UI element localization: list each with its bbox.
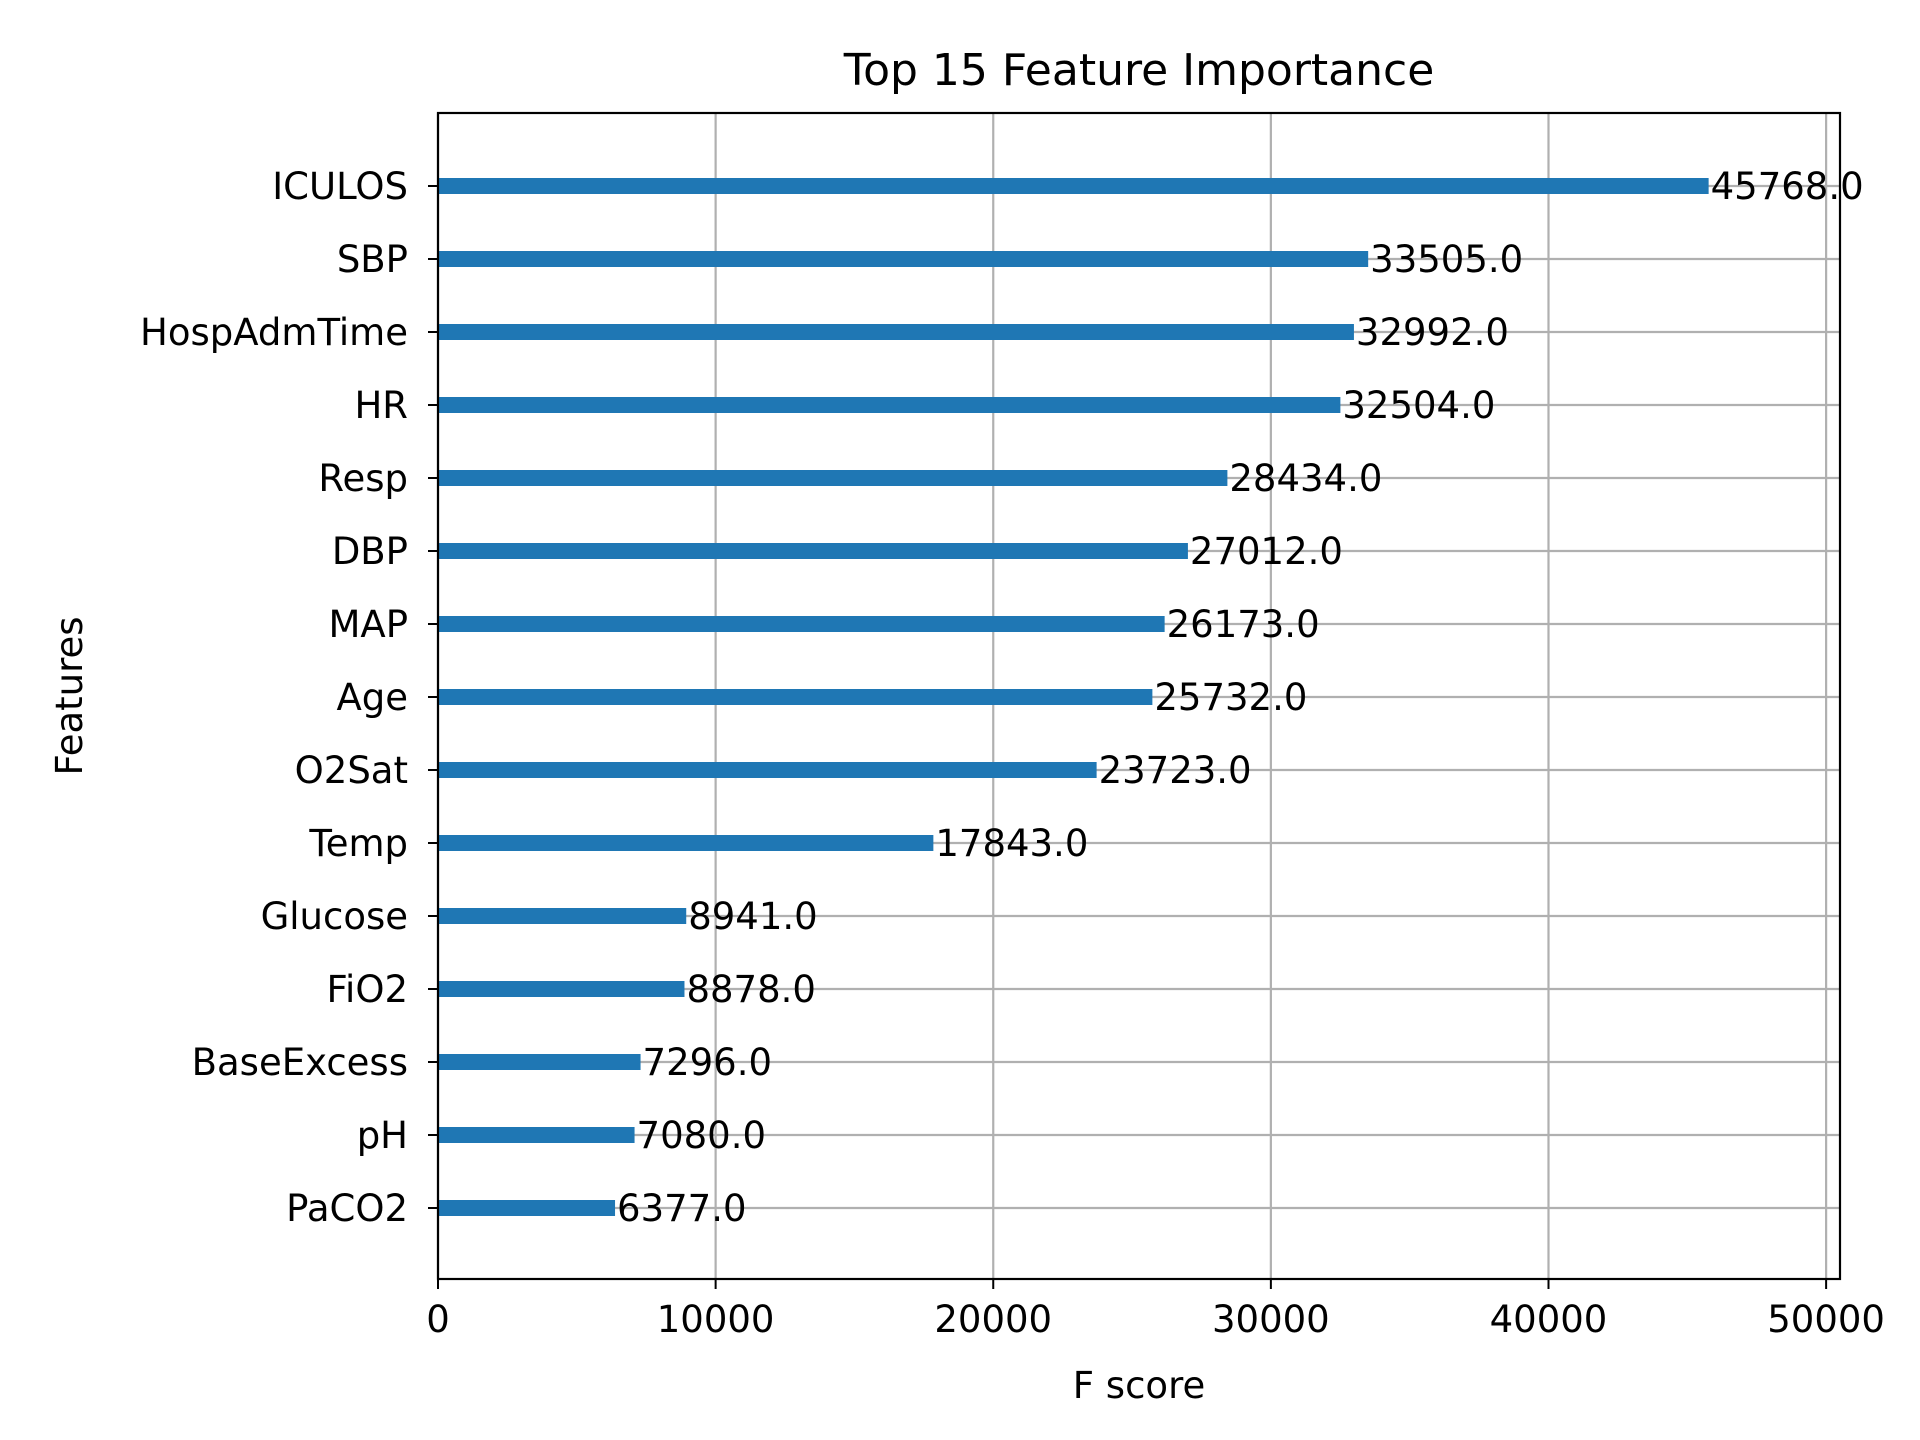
bar-hr <box>438 397 1341 413</box>
value-label: 32504.0 <box>1342 384 1495 427</box>
bar-glucose <box>438 908 687 924</box>
value-label: 23723.0 <box>1099 749 1252 792</box>
y-tick-label: HospAdmTime <box>140 311 408 354</box>
bar-age <box>438 689 1153 705</box>
y-tick-label: BaseExcess <box>192 1041 408 1084</box>
bar-iculos <box>438 178 1709 194</box>
y-tick-label: pH <box>357 1114 408 1157</box>
value-label: 8941.0 <box>688 895 817 938</box>
value-label: 25732.0 <box>1154 676 1307 719</box>
y-tick-label: Resp <box>318 457 408 500</box>
x-tick-label: 50000 <box>1767 1298 1885 1341</box>
y-tick-label: SBP <box>337 238 408 281</box>
bar-paco2 <box>438 1200 616 1216</box>
x-tick-label: 20000 <box>934 1298 1052 1341</box>
y-tick-label: HR <box>354 384 408 427</box>
value-label: 27012.0 <box>1190 530 1343 573</box>
y-tick-label: MAP <box>328 603 408 646</box>
bar-layer <box>438 178 1709 1216</box>
y-axis-label: Features <box>48 616 91 775</box>
value-label: 8878.0 <box>686 968 815 1011</box>
bar-hospadmtime <box>438 324 1354 340</box>
bar-sbp <box>438 251 1369 267</box>
tick-layer <box>428 185 1828 1289</box>
bar-resp <box>438 470 1228 486</box>
bar-baseexcess <box>438 1054 641 1070</box>
x-axis-label: F score <box>1073 1364 1205 1407</box>
value-label: 6377.0 <box>617 1187 746 1230</box>
value-label: 32992.0 <box>1356 311 1509 354</box>
bar-temp <box>438 835 934 851</box>
value-label: 26173.0 <box>1167 603 1320 646</box>
y-tick-label: Temp <box>308 822 408 865</box>
value-label: 7080.0 <box>637 1114 766 1157</box>
bar-map <box>438 616 1165 632</box>
bar-ph <box>438 1127 635 1143</box>
bar-o2sat <box>438 762 1097 778</box>
bar-dbp <box>438 543 1188 559</box>
x-tick-label: 0 <box>426 1298 450 1341</box>
value-label: 45768.0 <box>1711 165 1864 208</box>
x-tick-label: 40000 <box>1490 1298 1608 1341</box>
value-label: 17843.0 <box>935 822 1088 865</box>
value-label: 28434.0 <box>1229 457 1382 500</box>
x-tick-label: 10000 <box>657 1298 775 1341</box>
y-tick-label: DBP <box>332 530 408 573</box>
y-tick-label: Glucose <box>261 895 408 938</box>
y-tick-label: Age <box>336 676 408 719</box>
label-layer: 0 10000 20000 30000 40000 50000 ICULOS 45768.0 S… <box>140 165 1885 1341</box>
chart-title: Top 15 Feature Importance <box>843 45 1435 96</box>
y-tick-label: PaCO2 <box>286 1187 408 1230</box>
y-tick-label: ICULOS <box>272 165 408 208</box>
y-tick-label: O2Sat <box>295 749 408 792</box>
y-tick-label: FiO2 <box>326 968 408 1011</box>
bar-fio2 <box>438 981 685 997</box>
value-label: 33505.0 <box>1370 238 1523 281</box>
value-label: 7296.0 <box>643 1041 772 1084</box>
x-tick-label: 30000 <box>1212 1298 1330 1341</box>
